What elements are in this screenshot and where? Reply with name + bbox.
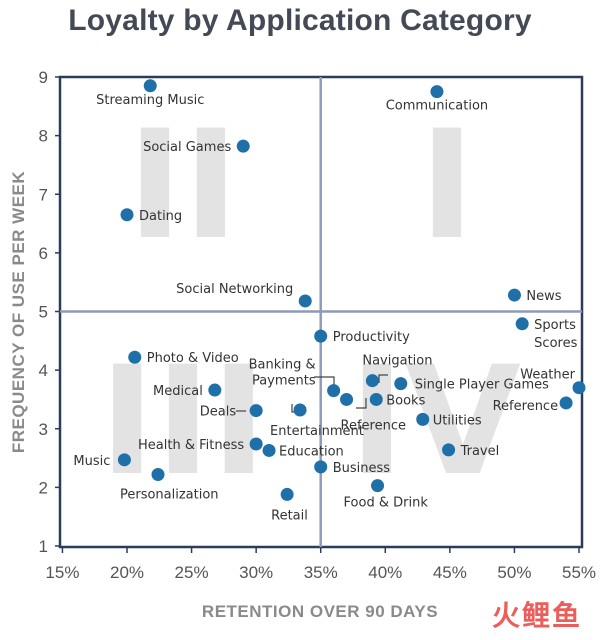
point-label: Reference (493, 399, 558, 414)
point-label: Single Player Games (415, 378, 549, 393)
data-point (151, 467, 165, 481)
data-point (416, 412, 430, 426)
point-label: Payments (252, 374, 316, 389)
leader-line (314, 376, 335, 385)
x-tick-label: 40% (368, 563, 402, 582)
data-point (572, 381, 586, 395)
data-point (293, 403, 307, 417)
data-point (340, 392, 354, 406)
data-point (262, 443, 276, 457)
point-label: Productivity (333, 330, 410, 345)
x-axis-title: RETENTION OVER 90 DAYS (202, 602, 438, 621)
data-point (515, 317, 529, 331)
point-label: Health & Fitness (138, 438, 244, 453)
data-point (249, 437, 263, 451)
data-point (280, 487, 294, 501)
data-point (249, 404, 263, 418)
x-tick-label: 35% (304, 563, 338, 582)
point-label: Personalization (120, 487, 219, 502)
point-label: Utilities (433, 413, 482, 428)
point-label: Medical (153, 384, 203, 399)
data-point (236, 139, 250, 153)
point-label: Scores (534, 336, 577, 351)
data-point (442, 443, 456, 457)
data-point (314, 460, 328, 474)
y-tick-label: 6 (39, 244, 48, 263)
data-point (430, 85, 444, 99)
data-point (314, 329, 328, 343)
point-label: Banking & (249, 358, 316, 373)
point-label: Communication (386, 99, 488, 114)
point-label: Dating (139, 209, 182, 224)
data-point (327, 384, 341, 398)
y-tick-label: 4 (39, 361, 48, 380)
point-label: Reference (341, 418, 406, 433)
y-tick-label: 8 (39, 127, 48, 146)
point-label: Weather (520, 368, 575, 383)
data-point (507, 288, 521, 302)
y-tick-label: 9 (39, 68, 48, 87)
x-tick-label: 55% (562, 563, 596, 582)
chart-title: Loyalty by Application Category (68, 4, 532, 37)
point-label: Entertainment (270, 424, 364, 439)
point-label: Photo & Video (147, 351, 239, 366)
data-point (371, 479, 385, 493)
point-label: Travel (460, 444, 500, 459)
point-label: Retail (271, 508, 308, 523)
x-tick-label: 15% (45, 563, 79, 582)
watermark-logo: 火鲤鱼 (491, 599, 582, 632)
data-point (120, 208, 134, 222)
data-point (394, 377, 408, 391)
data-point (128, 350, 142, 364)
point-label: Education (279, 444, 344, 459)
quadrant-label: II (127, 99, 239, 273)
point-label: Food & Drink (344, 496, 429, 511)
point-label: Social Games (143, 140, 231, 155)
point-label: Deals (200, 405, 237, 420)
data-point (208, 383, 222, 397)
data-point (117, 453, 131, 467)
leader-line (378, 374, 388, 383)
data-point (298, 294, 312, 308)
y-axis-title: FREQUENCY OF USE PER WEEK (9, 171, 28, 454)
leader-line (356, 398, 367, 409)
y-tick-label: 3 (39, 420, 48, 439)
x-tick-label: 20% (110, 563, 144, 582)
y-tick-label: 5 (39, 303, 48, 322)
point-label: News (526, 289, 561, 304)
point-label: Business (333, 461, 391, 476)
x-tick-label: 25% (175, 563, 209, 582)
point-label: Books (386, 393, 425, 408)
data-point (559, 396, 573, 410)
quadrant-label: III (99, 335, 266, 509)
data-point (369, 392, 383, 406)
y-tick-label: 1 (39, 537, 48, 556)
point-label: Sports (534, 318, 576, 333)
x-tick-label: 50% (497, 563, 531, 582)
quadrant-label: I (419, 99, 475, 273)
point-label: Streaming Music (96, 93, 204, 108)
data-point (143, 79, 157, 93)
x-tick-label: 45% (433, 563, 467, 582)
y-tick-label: 2 (39, 478, 48, 497)
data-point (365, 374, 379, 388)
point-label: Social Networking (176, 282, 293, 297)
x-tick-label: 30% (239, 563, 273, 582)
point-label: Navigation (362, 354, 432, 369)
y-tick-label: 7 (39, 185, 48, 204)
point-label: Music (73, 454, 110, 469)
